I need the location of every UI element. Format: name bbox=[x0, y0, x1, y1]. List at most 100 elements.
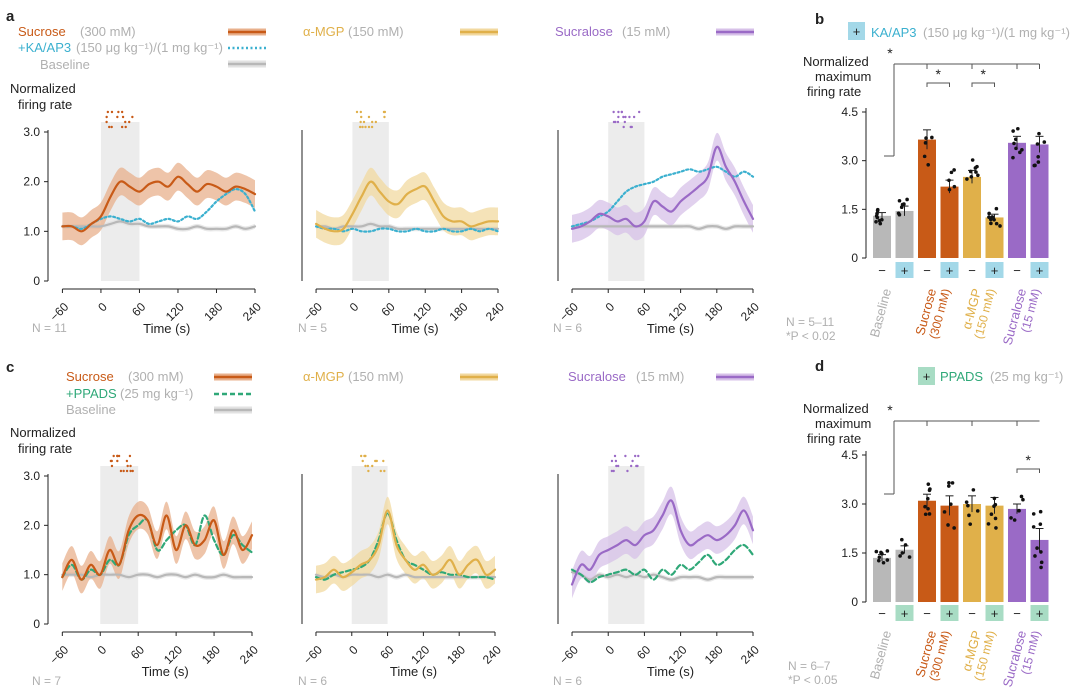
bar bbox=[963, 504, 981, 602]
data-point bbox=[930, 135, 934, 140]
line-mgp bbox=[315, 180, 500, 233]
legend-sucrose-conc: (300 mM) bbox=[80, 24, 136, 39]
bar bbox=[940, 505, 959, 602]
raster-dot bbox=[364, 454, 367, 458]
data-point bbox=[998, 224, 1002, 228]
raster-dot bbox=[610, 459, 614, 463]
raster-dot bbox=[367, 125, 371, 129]
raster-dot bbox=[366, 464, 370, 468]
bar bbox=[940, 186, 959, 258]
data-point bbox=[1019, 494, 1024, 499]
raster-dot bbox=[129, 469, 132, 473]
x-axis-title: Time (s) bbox=[391, 321, 438, 336]
y-tick-label: 0 bbox=[851, 251, 858, 265]
n-label-a1: N = 11 bbox=[32, 321, 67, 335]
stimulus-window bbox=[608, 122, 645, 281]
raster-dot bbox=[359, 120, 362, 124]
data-point bbox=[877, 218, 882, 223]
raster-dot bbox=[110, 464, 114, 468]
legend-mgp: α-MGP bbox=[303, 24, 344, 39]
data-point bbox=[875, 215, 880, 220]
data-point bbox=[947, 187, 952, 192]
pair-star: * bbox=[981, 66, 987, 82]
b-title: KA/AP3 bbox=[871, 25, 917, 40]
data-point bbox=[966, 503, 970, 508]
raster-dot bbox=[116, 115, 119, 119]
minus-marker: − bbox=[1013, 263, 1021, 278]
x-tick-label: 0 bbox=[95, 299, 110, 314]
bar bbox=[918, 139, 936, 258]
raster-dot bbox=[626, 469, 629, 473]
bar bbox=[1008, 508, 1026, 602]
band-mgp bbox=[316, 167, 498, 246]
raster-dot bbox=[361, 459, 364, 463]
data-point bbox=[1035, 142, 1040, 146]
data-point bbox=[900, 551, 905, 555]
data-point bbox=[994, 206, 999, 211]
y-tick-label: 4.5 bbox=[841, 105, 858, 119]
line-sucrose bbox=[61, 513, 254, 581]
raster-dot bbox=[124, 120, 127, 124]
data-point bbox=[967, 513, 971, 518]
x-tick-label: 180 bbox=[199, 642, 223, 666]
minus-marker: − bbox=[878, 263, 886, 278]
data-point bbox=[946, 523, 950, 527]
x-tick-label: −60 bbox=[47, 642, 72, 667]
data-point bbox=[946, 484, 951, 488]
x-tick-label: 0 bbox=[95, 642, 110, 657]
minus-marker: − bbox=[968, 263, 976, 278]
raster-dot bbox=[116, 459, 119, 463]
legend-ppads-dose: (25 mg kg⁻¹) bbox=[120, 386, 193, 401]
n-label-c1: N = 7 bbox=[32, 674, 61, 688]
legend-kaap3: +KA/AP3 bbox=[18, 40, 71, 55]
raster-dot bbox=[637, 454, 640, 458]
raster-dot bbox=[375, 459, 378, 463]
data-point bbox=[1012, 518, 1017, 522]
data-point bbox=[900, 537, 904, 542]
panel-label-c: c bbox=[6, 359, 14, 376]
band-sucralose bbox=[572, 132, 753, 243]
y-tick-label: 3.0 bbox=[23, 125, 40, 139]
bar bbox=[985, 505, 1004, 602]
data-point bbox=[876, 558, 881, 563]
raster-dot bbox=[119, 469, 123, 473]
raster-dot bbox=[120, 125, 124, 129]
bar bbox=[1008, 142, 1026, 258]
raster-dot bbox=[612, 110, 615, 114]
data-point bbox=[924, 136, 928, 140]
x-tick-label: 240 bbox=[480, 642, 504, 666]
p-label-b: *P < 0.02 bbox=[786, 329, 836, 343]
b-dose: (150 μg kg⁻¹)/(1 mg kg⁻¹) bbox=[923, 25, 1070, 40]
x-tick-label: 240 bbox=[483, 299, 507, 323]
raster-dot bbox=[379, 469, 382, 473]
plus-marker: + bbox=[991, 263, 999, 278]
raster-dot bbox=[359, 454, 363, 458]
data-point bbox=[898, 554, 902, 558]
data-point bbox=[1018, 150, 1022, 155]
raster-dot bbox=[383, 469, 386, 473]
plus-box bbox=[1030, 605, 1049, 621]
y-tick-label: 1.0 bbox=[23, 224, 40, 238]
data-point bbox=[1035, 546, 1039, 550]
data-point bbox=[907, 555, 912, 559]
d-ylabel-2: maximum bbox=[815, 416, 871, 431]
minus-marker: − bbox=[923, 263, 931, 278]
data-point bbox=[992, 504, 996, 509]
data-point bbox=[1037, 131, 1041, 136]
raster-dot bbox=[125, 469, 129, 473]
bar bbox=[1030, 144, 1049, 258]
raster-dot bbox=[628, 115, 631, 119]
data-point bbox=[950, 481, 955, 485]
raster-dot bbox=[358, 125, 362, 129]
plus-box bbox=[895, 605, 914, 621]
data-point bbox=[987, 211, 991, 216]
data-point bbox=[1011, 129, 1015, 133]
pair-bracket bbox=[971, 82, 995, 87]
plus-box bbox=[985, 262, 1004, 278]
x-tick-label: 240 bbox=[738, 642, 762, 666]
x-tick-label: 180 bbox=[444, 642, 468, 666]
data-point bbox=[1020, 147, 1024, 152]
data-point bbox=[1014, 146, 1018, 151]
